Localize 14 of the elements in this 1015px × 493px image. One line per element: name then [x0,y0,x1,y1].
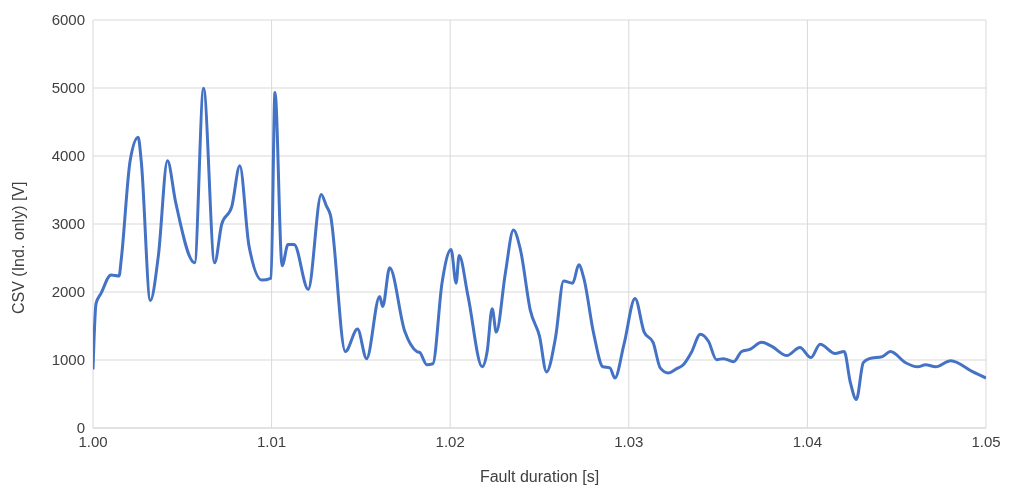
x-tick-label: 1.04 [792,432,822,450]
y-tick-label: 6000 [51,11,85,29]
x-tick-label: 1.02 [435,432,465,450]
x-tick-label: 1.01 [257,432,287,450]
y-tick-label: 1000 [51,351,85,369]
x-tick-label: 1.03 [614,432,644,450]
x-axis-title: Fault duration [s] [479,468,600,485]
x-tick-label: 1.05 [971,432,1001,450]
y-tick-label: 3000 [51,215,85,233]
y-axis-title: CSV (Ind. only) [V] [9,181,27,314]
y-tick-label: 2000 [51,283,85,301]
y-tick-label: 4000 [51,147,85,165]
y-tick-label: 5000 [51,79,85,97]
line-series [93,86,986,401]
